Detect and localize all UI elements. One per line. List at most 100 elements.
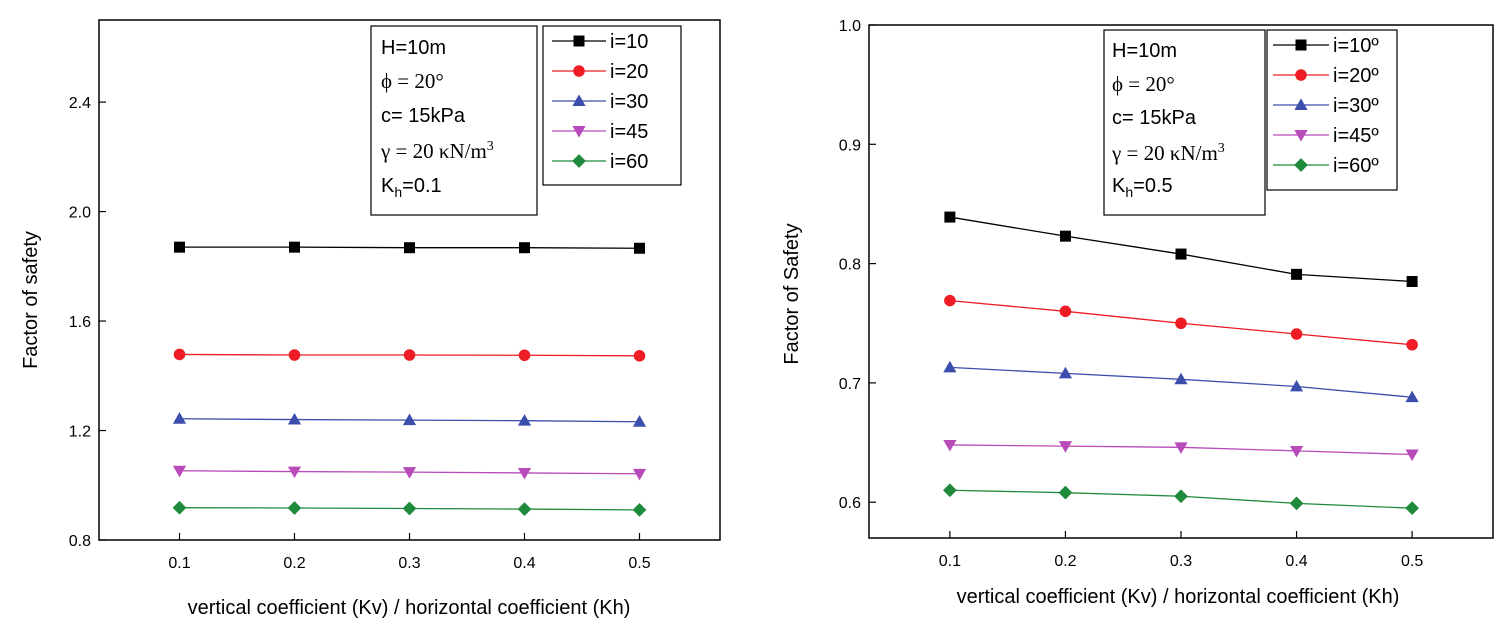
data-point — [1174, 489, 1188, 504]
data-point — [1058, 366, 1073, 379]
data-point — [1175, 248, 1187, 260]
data-point — [174, 241, 185, 253]
legend-marker — [1295, 69, 1307, 81]
x-tick-label: 0.5 — [1401, 553, 1423, 570]
legend-entry: i=45º — [1333, 125, 1379, 147]
right-ann-kh: Kh=0.5 — [1112, 175, 1173, 200]
data-point — [1290, 328, 1303, 340]
left-ann-cohesion: c= 15kPa — [381, 105, 466, 127]
data-point — [402, 467, 417, 479]
y-tick-label: 1.2 — [69, 424, 91, 441]
data-point — [402, 413, 417, 426]
right-legend: i=10º i=20º i=30º i=45º i=60º — [1266, 29, 1398, 191]
y-tick-label: 1.0 — [839, 18, 861, 35]
data-point — [633, 350, 646, 362]
right-ann-cohesion: c= 15kPa — [1112, 107, 1197, 129]
data-point — [288, 349, 301, 361]
data-point — [943, 483, 957, 498]
legend-marker — [572, 154, 586, 168]
legend-marker — [573, 35, 585, 47]
data-point — [402, 501, 417, 516]
y-tick-label: 0.8 — [69, 533, 91, 550]
left-x-axis-label: vertical coefficient (Kv) / horizontal c… — [188, 597, 631, 619]
x-tick-label: 0.4 — [1285, 553, 1307, 570]
y-tick-label: 0.9 — [839, 137, 861, 154]
data-point — [287, 412, 302, 425]
legend-entry: i=60º — [1333, 155, 1379, 177]
data-point — [1289, 445, 1304, 458]
right-ann-gamma: γ = 20 κN/m3 — [1111, 141, 1225, 165]
data-point — [289, 241, 300, 253]
left-legend: i=10 i=20 i=30 i=45 i=60 — [542, 25, 682, 186]
right-ann-height: H=10m — [1112, 40, 1177, 62]
legend-entry: i=45 — [610, 121, 648, 143]
data-point — [632, 415, 647, 427]
data-point — [172, 465, 187, 478]
data-point — [1406, 338, 1418, 351]
data-point — [1289, 496, 1304, 511]
left-chart: 0.8 1.2 1.6 2.0 2.4 0.1 0.2 0.3 0.4 0.5 Factor o… — [20, 19, 721, 619]
data-point — [943, 360, 957, 373]
data-point — [172, 500, 187, 515]
x-tick-label: 0.4 — [513, 555, 535, 572]
x-tick-label: 0.3 — [1170, 553, 1192, 570]
right-chart: 0.6 0.7 0.8 0.9 1.0 0.1 0.2 0.3 0.4 0.5 Factor o… — [781, 18, 1494, 608]
data-point — [944, 294, 956, 307]
data-point — [1174, 372, 1188, 385]
right-annotation-box: H=10m ϕ = 20° c= 15kPa γ = 20 κN/m3 Kh=0… — [1103, 29, 1266, 216]
right-ann-phi: ϕ = 20° — [1112, 72, 1175, 96]
left-y-axis-label: Factor of safety — [20, 231, 42, 369]
left-ann-gamma: γ = 20 κN/m3 — [380, 139, 494, 163]
legend-entry: i=60 — [610, 151, 648, 173]
y-tick-label: 2.0 — [69, 205, 91, 222]
data-point — [173, 348, 186, 361]
legend-marker — [572, 94, 586, 106]
y-tick-label: 0.7 — [839, 376, 861, 393]
left-ann-phi: ϕ = 20° — [381, 69, 444, 93]
legend-entry: i=10º — [1333, 35, 1379, 57]
legend-marker — [572, 126, 586, 138]
legend-entry: i=30 — [610, 91, 648, 113]
data-point — [1405, 390, 1419, 403]
legend-entry: i=30º — [1333, 95, 1379, 117]
data-point — [1405, 449, 1419, 462]
right-x-axis-label: vertical coefficient (Kv) / horizontal c… — [957, 586, 1400, 608]
x-tick-label: 0.2 — [283, 555, 305, 572]
left-ann-height: H=10m — [381, 37, 446, 59]
y-tick-label: 2.4 — [69, 95, 91, 112]
data-point — [1405, 501, 1419, 516]
data-point — [1406, 276, 1418, 287]
legend-entry: i=20º — [1333, 65, 1379, 87]
y-tick-label: 0.6 — [839, 495, 861, 512]
x-tick-label: 0.1 — [939, 553, 961, 570]
left-ann-kh: Kh=0.1 — [381, 175, 442, 200]
legend-entry: i=10 — [610, 31, 648, 53]
legend-entry: i=20 — [610, 61, 648, 83]
data-point — [632, 503, 647, 517]
legend-marker — [573, 65, 585, 77]
x-tick-label: 0.1 — [168, 555, 190, 572]
right-y-axis-label: Factor of Safety — [781, 223, 803, 364]
data-point — [944, 211, 956, 223]
data-point — [1289, 379, 1304, 392]
data-point — [1059, 305, 1072, 318]
data-point — [1058, 485, 1073, 500]
data-point — [634, 242, 645, 254]
data-point — [404, 242, 415, 254]
data-point — [1174, 442, 1188, 454]
data-point — [287, 501, 302, 515]
data-point — [403, 349, 416, 361]
legend-marker — [1294, 98, 1308, 110]
legend-marker — [1294, 130, 1308, 142]
data-point — [1175, 317, 1187, 330]
data-point — [1059, 230, 1071, 242]
data-point — [517, 467, 532, 480]
data-point — [1291, 268, 1303, 280]
legend-marker — [1294, 158, 1308, 172]
x-tick-label: 0.2 — [1054, 553, 1076, 570]
x-tick-label: 0.5 — [628, 555, 650, 572]
data-point — [287, 466, 302, 479]
data-point — [1058, 441, 1073, 453]
y-tick-label: 0.8 — [839, 257, 861, 274]
